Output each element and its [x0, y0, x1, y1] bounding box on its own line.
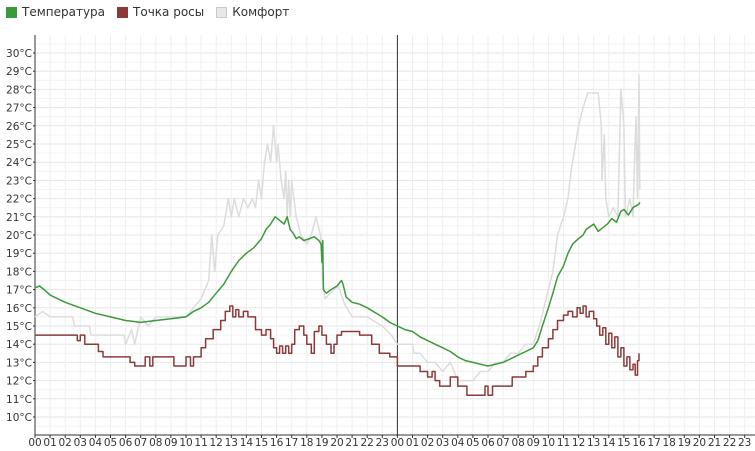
grid	[34, 35, 755, 435]
x-tick-label: 09	[164, 437, 177, 449]
y-tick-label: 15°C	[6, 321, 32, 333]
x-tick-label: 23	[738, 437, 751, 449]
x-tick-label: 22	[723, 437, 736, 449]
y-tick-label: 11°C	[6, 394, 32, 406]
y-tick-label: 25°C	[6, 139, 32, 151]
x-tick-label: 21	[708, 437, 721, 449]
y-tick-label: 27°C	[6, 103, 32, 115]
series-line-dew-point	[35, 305, 640, 396]
series-line-temperature	[34, 201, 641, 367]
x-tick-label: 20	[330, 437, 343, 449]
x-tick-label: 16	[632, 437, 646, 449]
x-tick-label: 07	[496, 437, 509, 449]
legend-swatch-comfort	[216, 6, 228, 18]
x-tick-label: 06	[119, 437, 133, 449]
y-tick-label: 20°C	[6, 230, 32, 242]
legend-item-dew-point[interactable]: Точка росы	[117, 5, 204, 19]
series-line-comfort	[34, 74, 641, 382]
y-tick-label: 18°C	[6, 266, 32, 278]
x-tick-label: 03	[436, 437, 449, 449]
y-tick-label: 24°C	[6, 157, 32, 169]
x-tick-label: 05	[466, 437, 479, 449]
x-tick-label: 14	[240, 437, 254, 449]
x-tick-label: 02	[59, 437, 72, 449]
axes	[33, 35, 755, 438]
x-tick-label: 13	[587, 437, 600, 449]
legend-item-comfort[interactable]: Комфорт	[216, 5, 289, 19]
y-tick-label: 19°C	[6, 248, 32, 260]
y-tick-label: 28°C	[6, 84, 32, 96]
x-tick-label: 11	[194, 437, 207, 449]
legend-swatch-temperature	[6, 6, 17, 18]
y-tick-label: 22°C	[6, 194, 32, 206]
x-tick-label: 16	[270, 437, 284, 449]
y-tick-label: 30°C	[6, 48, 32, 60]
x-tick-label: 03	[74, 437, 87, 449]
x-tick-label: 00	[28, 437, 41, 449]
y-tick-label: 23°C	[6, 175, 32, 187]
x-tick-label: 18	[300, 437, 313, 449]
x-tick-label: 19	[678, 437, 691, 449]
x-tick-label: 01	[43, 437, 56, 449]
x-tick-label: 01	[406, 437, 419, 449]
x-tick-label: 11	[557, 437, 570, 449]
x-tick-label: 14	[602, 437, 616, 449]
x-tick-label: 07	[134, 437, 147, 449]
series-layer	[34, 74, 641, 396]
x-tick-label: 17	[285, 437, 298, 449]
legend-swatch-dew-point	[117, 6, 129, 18]
y-tick-label: 29°C	[6, 66, 32, 78]
y-tick-label: 16°C	[6, 303, 32, 315]
x-tick-label: 21	[345, 437, 358, 449]
x-tick-label: 12	[210, 437, 223, 449]
x-tick-label: 08	[149, 437, 162, 449]
legend: Температура Точка росы Комфорт	[6, 4, 301, 20]
x-tick-label: 17	[647, 437, 660, 449]
legend-label-comfort: Комфорт	[232, 5, 290, 19]
legend-item-temperature[interactable]: Температура	[6, 5, 105, 19]
x-tick-label: 23	[376, 437, 389, 449]
y-tick-label: 12°C	[6, 376, 32, 388]
x-tick-label: 15	[255, 437, 268, 449]
x-tick-label: 13	[225, 437, 238, 449]
x-tick-label: 02	[421, 437, 434, 449]
y-tick-label: 14°C	[6, 339, 32, 351]
tick-labels: 10°C 11°C 12°C 13°C 14°C 15°C 16°C 17°C 18°C 19°C…	[6, 48, 751, 449]
y-tick-label: 10°C	[6, 412, 32, 424]
y-tick-label: 26°C	[6, 121, 32, 133]
y-tick-label: 17°C	[6, 285, 32, 297]
x-tick-label: 19	[315, 437, 328, 449]
x-tick-label: 04	[451, 437, 465, 449]
x-tick-label: 22	[361, 437, 374, 449]
x-tick-label: 04	[89, 437, 103, 449]
y-tick-label: 21°C	[6, 212, 32, 224]
x-tick-label: 10	[542, 437, 555, 449]
y-tick-label: 13°C	[6, 357, 32, 369]
x-tick-label: 10	[179, 437, 192, 449]
x-tick-label: 18	[663, 437, 676, 449]
x-tick-label: 06	[481, 437, 495, 449]
x-tick-label: 15	[617, 437, 630, 449]
legend-label-temperature: Температура	[22, 5, 106, 19]
x-tick-label: 20	[693, 437, 706, 449]
x-tick-label: 12	[572, 437, 585, 449]
x-tick-label: 08	[512, 437, 525, 449]
x-tick-label: 05	[104, 437, 117, 449]
x-tick-label: 00	[391, 437, 404, 449]
x-tick-label: 09	[527, 437, 540, 449]
legend-label-dew-point: Точка росы	[133, 5, 205, 19]
